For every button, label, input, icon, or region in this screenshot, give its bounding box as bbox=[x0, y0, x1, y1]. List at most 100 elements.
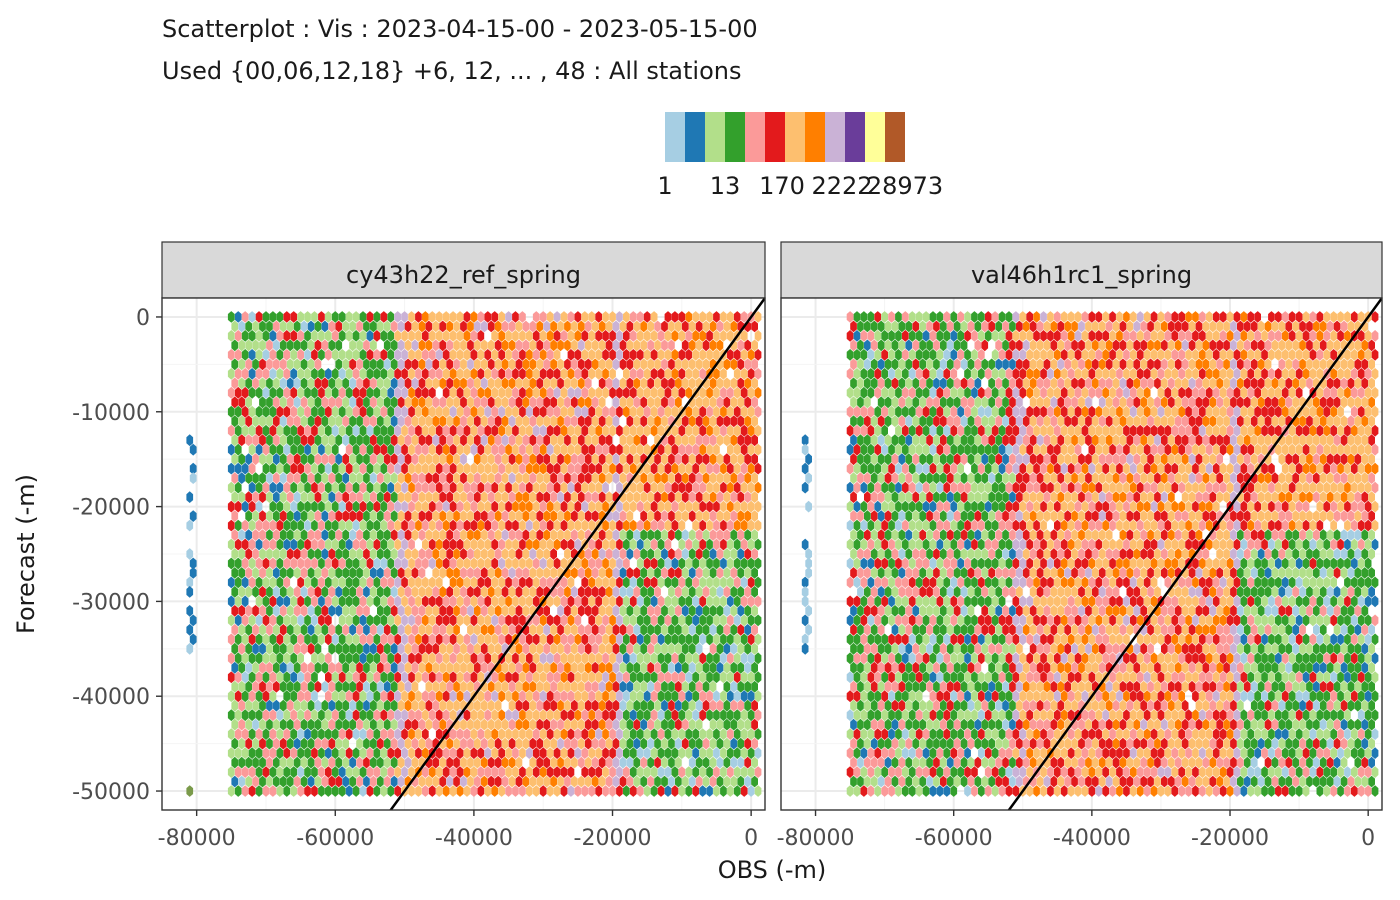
hexbin-cell bbox=[300, 339, 308, 352]
hexbin-cell bbox=[623, 766, 630, 778]
hexbin-cell bbox=[328, 377, 336, 390]
hexbin-cell bbox=[560, 785, 568, 797]
hexbin-cell bbox=[283, 349, 291, 361]
hexbin-cell bbox=[609, 633, 616, 646]
hexbin-cell bbox=[636, 652, 644, 665]
hexbin-cell bbox=[668, 756, 675, 769]
hexbin-cell bbox=[581, 368, 589, 380]
hexbin-cell bbox=[747, 690, 755, 703]
hexbin-cell bbox=[723, 472, 731, 484]
hexbin-cell bbox=[273, 586, 280, 598]
hexbin-cell bbox=[380, 766, 388, 778]
hexbin-cell bbox=[338, 538, 346, 551]
hexbin-cell bbox=[567, 671, 575, 684]
plot-title-block: Scatterplot : Vis : 2023-04-15-00 - 2023… bbox=[162, 8, 758, 92]
hexbin-cell bbox=[564, 339, 571, 352]
hexbin-cell bbox=[1119, 415, 1127, 428]
hexbin-cell bbox=[567, 766, 575, 778]
hexbin-cell bbox=[636, 500, 644, 513]
hexbin-cell bbox=[699, 709, 706, 722]
hexbin-cell bbox=[633, 624, 641, 636]
hexbin-cell bbox=[290, 747, 298, 759]
hexbin-cell bbox=[311, 311, 318, 323]
hexbin-cell bbox=[591, 339, 599, 352]
hexbin-cell bbox=[383, 680, 391, 693]
hexbin-cell bbox=[733, 368, 741, 380]
hexbin-cell bbox=[584, 699, 592, 712]
hexbin-cell bbox=[919, 320, 926, 333]
hexbin-cell bbox=[647, 377, 654, 390]
hexbin-cell bbox=[428, 766, 436, 778]
hexbin-cell bbox=[387, 481, 395, 494]
hexbin-cell bbox=[633, 396, 641, 409]
hexbin-cell bbox=[567, 785, 575, 797]
hexbin-cell bbox=[442, 330, 450, 342]
hexbin-cell bbox=[595, 652, 602, 665]
hexbin-cell bbox=[1306, 415, 1313, 428]
hexbin-cell bbox=[550, 737, 557, 750]
hexbin-cell bbox=[754, 481, 762, 494]
hexbin-cell bbox=[1164, 311, 1172, 323]
hexbin-cell bbox=[713, 652, 720, 665]
hexbin-cell bbox=[515, 756, 523, 769]
legend-color-stripe bbox=[707, 112, 710, 162]
hexbin-cell bbox=[238, 586, 246, 598]
hexbin-cell bbox=[685, 405, 693, 418]
hexbin-cell bbox=[681, 339, 689, 352]
hexbin-cell bbox=[397, 491, 405, 503]
hexbin-cell bbox=[754, 576, 762, 589]
legend-color-stripe bbox=[737, 112, 740, 162]
hexbin-cell bbox=[654, 339, 661, 352]
y-tick-label: -40000 bbox=[72, 685, 150, 710]
hexbin-cell bbox=[1337, 368, 1344, 380]
hexbin-cell bbox=[888, 311, 895, 323]
hexbin-cell bbox=[474, 491, 481, 503]
hexbin-cell bbox=[633, 415, 641, 428]
hexbin-cell bbox=[283, 785, 291, 797]
hexbin-cell bbox=[442, 709, 450, 722]
hexbin-cell bbox=[238, 396, 246, 409]
hexbin-cell bbox=[1116, 386, 1123, 399]
hexbin-cell bbox=[477, 614, 485, 627]
hexbin-cell bbox=[702, 320, 710, 333]
hexbin-cell bbox=[723, 775, 731, 788]
hexbin-cell bbox=[359, 349, 367, 361]
hexbin-cell bbox=[532, 614, 540, 627]
hexbin-cell bbox=[231, 661, 239, 674]
hexbin-cell bbox=[356, 680, 363, 693]
hexbin-cell bbox=[501, 529, 509, 541]
hexbin-cell bbox=[397, 756, 405, 769]
hexbin-cell bbox=[356, 396, 363, 409]
hexbin-cell bbox=[1340, 320, 1348, 333]
hexbin-cell bbox=[446, 699, 453, 712]
hexbin-cell bbox=[1171, 386, 1179, 399]
hexbin-cell bbox=[505, 614, 512, 627]
hexbin-cell bbox=[647, 567, 654, 579]
hexbin-cell bbox=[754, 747, 762, 759]
hexbin-cell bbox=[252, 586, 259, 598]
hexbin-cell bbox=[286, 605, 294, 617]
hexbin-cell bbox=[713, 747, 720, 759]
hexbin-cell bbox=[373, 481, 381, 494]
hexbin-cell bbox=[636, 386, 644, 399]
hexbin-cell bbox=[612, 567, 620, 579]
hexbin-cell bbox=[629, 766, 637, 778]
hexbin-cell bbox=[591, 320, 599, 333]
hexbin-cell bbox=[1181, 377, 1189, 390]
hexbin-cell bbox=[397, 718, 405, 731]
hexbin-cell bbox=[477, 557, 485, 570]
hexbin-cell bbox=[311, 785, 318, 797]
hexbin-cell bbox=[978, 349, 985, 361]
hexbin-cell bbox=[605, 415, 613, 428]
hexbin-cell bbox=[300, 775, 308, 788]
hexbin-cell bbox=[1202, 415, 1210, 428]
hexbin-cell bbox=[331, 462, 339, 475]
hexbin-cell bbox=[1261, 349, 1268, 361]
hexbin-cell bbox=[536, 718, 544, 731]
hexbin-cell bbox=[539, 330, 547, 342]
hexbin-cell bbox=[692, 633, 700, 646]
hexbin-cell bbox=[702, 358, 710, 371]
hexbin-cell bbox=[439, 529, 447, 541]
hexbin-cell bbox=[884, 415, 892, 428]
hexbin-cell bbox=[1016, 415, 1023, 428]
